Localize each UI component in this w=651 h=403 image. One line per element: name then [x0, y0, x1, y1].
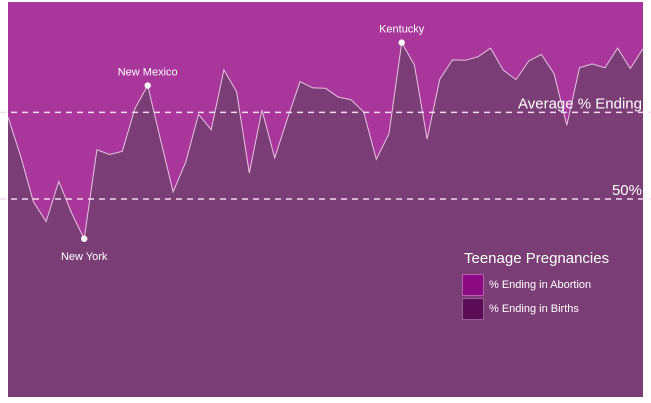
reference-label-0: Average % Ending	[518, 95, 642, 112]
annotation-marker-0	[81, 235, 88, 242]
annotation-marker-1	[144, 82, 151, 89]
legend: Teenage Pregnancies % Ending in Abortion…	[462, 250, 622, 321]
annotation-label-1: New Mexico	[118, 67, 178, 79]
reference-lines: Average % Ending 50%	[0, 95, 651, 200]
legend-label-abortion: % Ending in Abortion	[489, 279, 592, 291]
legend-swatch-abortion	[462, 274, 484, 296]
annotation-label-2: Kentucky	[379, 24, 425, 36]
legend-item-births: % Ending in Births	[462, 297, 622, 321]
annotations: New York New Mexico Kentucky	[61, 24, 425, 263]
annotation-label-0: New York	[61, 251, 108, 263]
legend-title: Teenage Pregnancies	[464, 250, 610, 267]
legend-item-abortion: % Ending in Abortion	[462, 273, 622, 297]
legend-label-births: % Ending in Births	[489, 303, 579, 315]
reference-label-1: 50%	[612, 182, 642, 199]
annotation-marker-2	[398, 39, 405, 46]
births-area	[8, 42, 643, 397]
boundary-line	[7, 41, 644, 241]
legend-swatch-births	[462, 298, 484, 320]
